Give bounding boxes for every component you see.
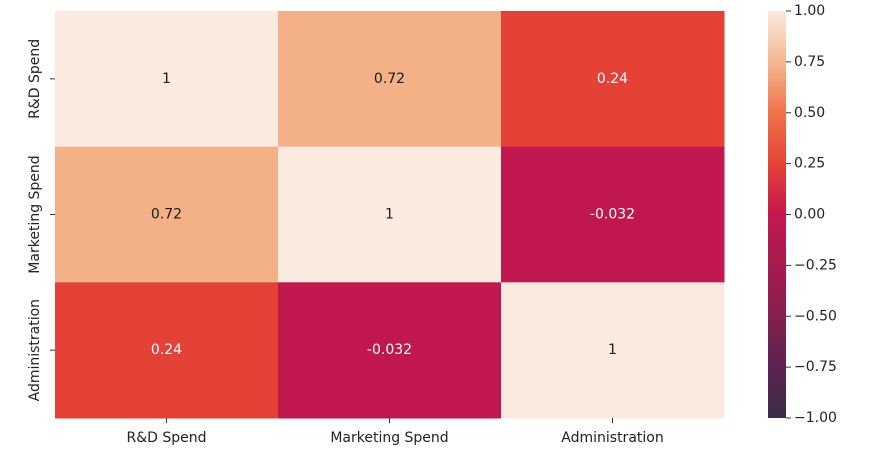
colorbar: 1.00 0.75 0.50 0.25 0.00 −0.25 −0.50 −0.75 −1.00 — [768, 3, 837, 426]
cell-annotation: 1 — [385, 207, 394, 223]
cell-annotation: 0.72 — [151, 207, 182, 223]
x-axis: R&D Spend Marketing Spend Administration — [126, 418, 664, 446]
colorbar-gradient — [768, 11, 786, 418]
x-tick-label: R&D Spend — [126, 430, 206, 446]
x-tick-label: Administration — [561, 430, 663, 446]
heatmap-cell — [55, 11, 279, 148]
heatmap-cell — [55, 282, 279, 419]
colorbar-tick-label: −1.00 — [794, 410, 837, 426]
colorbar-tick-label: 0.75 — [794, 54, 825, 70]
cell-annotation: 0.24 — [151, 342, 182, 358]
colorbar-tick-label: −0.50 — [794, 308, 837, 324]
heatmap-cell — [501, 146, 725, 283]
cell-annotation: 0.24 — [597, 71, 628, 87]
cell-annotation: 1 — [162, 71, 171, 87]
cell-annotation: -0.032 — [367, 342, 412, 358]
heatmap-annotations: 1 0.72 0.24 0.72 1 -0.032 0.24 -0.032 1 — [151, 71, 635, 358]
colorbar-tick-label: 1.00 — [794, 3, 825, 19]
colorbar-tick-label: −0.75 — [794, 359, 837, 375]
heatmap-cell — [278, 11, 502, 148]
y-axis: R&D Spend Marketing Spend Administration — [27, 39, 55, 401]
heatmap-cell — [501, 11, 725, 148]
y-tick-label: R&D Spend — [27, 39, 43, 119]
colorbar-tick-label: −0.25 — [794, 257, 837, 273]
y-tick-label: Marketing Spend — [27, 155, 43, 273]
colorbar-tick-label: 0.50 — [794, 105, 825, 121]
heatmap-cells — [55, 11, 725, 419]
cell-annotation: 1 — [608, 342, 617, 358]
y-tick-label: Administration — [27, 299, 43, 401]
cell-annotation: 0.72 — [374, 71, 405, 87]
colorbar-tick-label: 0.25 — [794, 156, 825, 172]
cell-annotation: -0.032 — [590, 207, 635, 223]
x-tick-label: Marketing Spend — [330, 430, 448, 446]
heatmap-cell — [278, 146, 502, 283]
heatmap-cell — [55, 146, 279, 283]
heatmap-cell — [278, 282, 502, 419]
colorbar-tick-label: 0.00 — [794, 207, 825, 223]
heatmap-cell — [501, 282, 725, 419]
